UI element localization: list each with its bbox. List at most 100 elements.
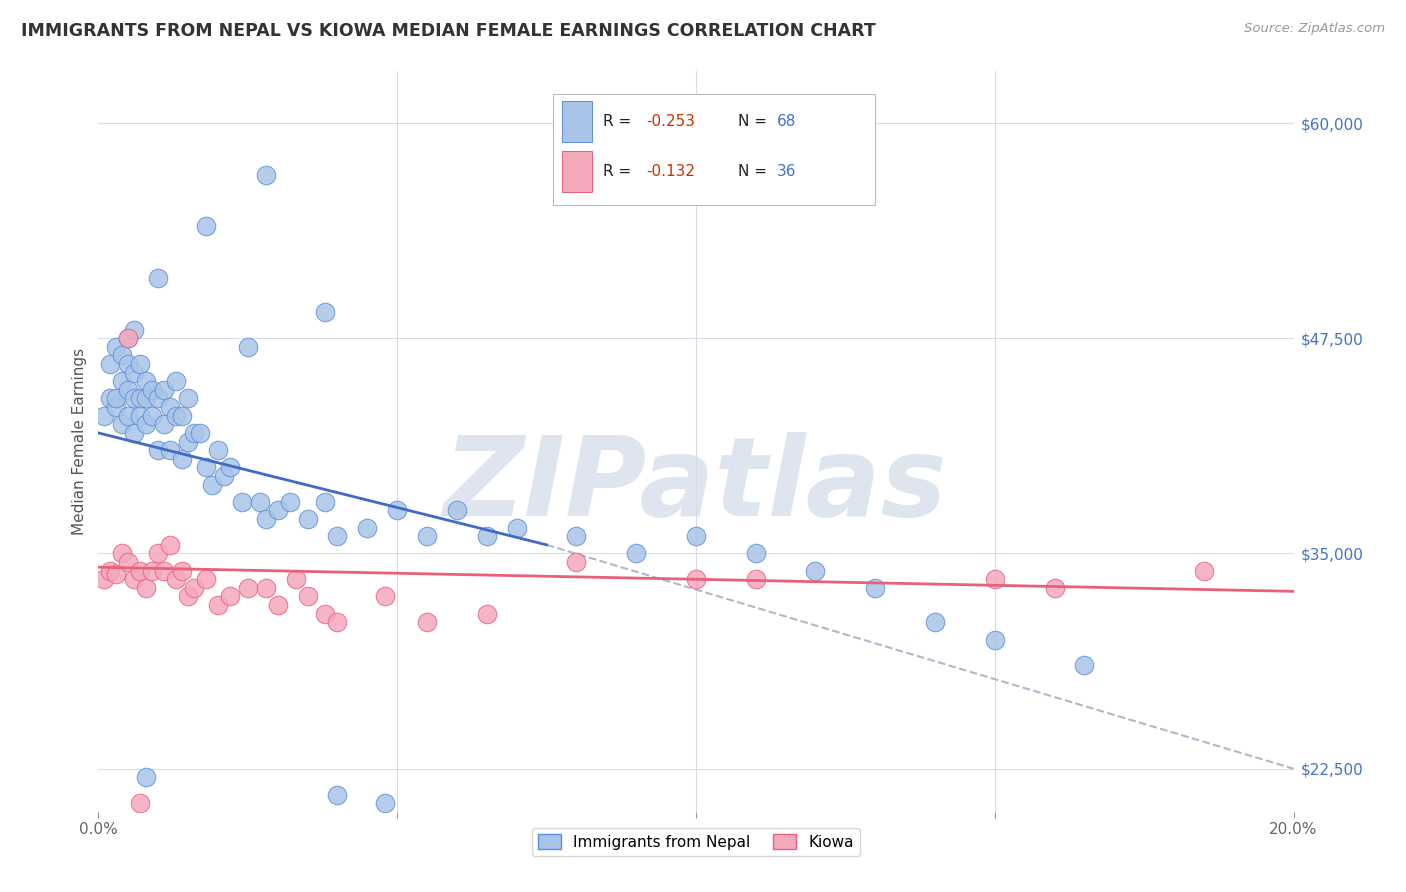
Text: -0.132: -0.132 — [645, 164, 695, 178]
Point — [111, 546, 134, 560]
Bar — [562, 151, 592, 192]
Text: 36: 36 — [778, 164, 797, 178]
Point — [117, 331, 139, 345]
Point — [124, 392, 146, 406]
Point — [267, 598, 290, 612]
Point — [98, 392, 122, 406]
Point — [148, 546, 170, 560]
FancyBboxPatch shape — [553, 94, 876, 204]
Point — [159, 538, 181, 552]
Point — [249, 495, 271, 509]
Y-axis label: Median Female Earnings: Median Female Earnings — [72, 348, 87, 535]
Point — [172, 451, 194, 466]
Point — [207, 443, 229, 458]
Point — [195, 460, 218, 475]
Point — [148, 271, 170, 285]
Point — [195, 572, 218, 586]
Point — [148, 392, 170, 406]
Text: ZIPatlas: ZIPatlas — [444, 433, 948, 540]
Point — [129, 796, 152, 810]
Point — [111, 348, 134, 362]
Point — [135, 770, 157, 784]
Point — [565, 529, 588, 543]
Point — [135, 417, 157, 432]
Point — [111, 374, 134, 388]
Point — [135, 581, 157, 595]
Point — [172, 564, 194, 578]
Point — [177, 434, 200, 449]
Point — [159, 400, 181, 414]
Point — [446, 503, 468, 517]
Point — [685, 529, 707, 543]
Point — [984, 632, 1007, 647]
Point — [105, 400, 128, 414]
Point — [745, 546, 768, 560]
Point — [416, 615, 439, 630]
Point — [165, 374, 187, 388]
Point — [385, 503, 409, 517]
Point — [297, 590, 319, 604]
Point — [165, 572, 187, 586]
Point — [207, 598, 229, 612]
Point — [1073, 658, 1095, 673]
Text: 68: 68 — [778, 114, 797, 129]
Point — [565, 555, 588, 569]
Point — [254, 581, 277, 595]
Text: Source: ZipAtlas.com: Source: ZipAtlas.com — [1244, 22, 1385, 36]
Point — [254, 512, 277, 526]
Bar — [562, 102, 592, 142]
Point — [117, 357, 139, 371]
Point — [141, 564, 163, 578]
Point — [1192, 564, 1215, 578]
Point — [315, 495, 337, 509]
Point — [183, 581, 205, 595]
Point — [374, 590, 396, 604]
Point — [153, 383, 176, 397]
Point — [141, 409, 163, 423]
Point — [231, 495, 253, 509]
Text: R =: R = — [603, 114, 636, 129]
Point — [984, 572, 1007, 586]
Point — [506, 521, 529, 535]
Point — [172, 409, 194, 423]
Point — [117, 331, 139, 345]
Point — [93, 409, 115, 423]
Point — [177, 590, 200, 604]
Point — [326, 615, 349, 630]
Point — [195, 219, 218, 234]
Text: N =: N = — [738, 164, 772, 178]
Point — [212, 469, 235, 483]
Point — [924, 615, 946, 630]
Legend: Immigrants from Nepal, Kiowa: Immigrants from Nepal, Kiowa — [531, 828, 860, 856]
Point — [117, 555, 139, 569]
Point — [129, 357, 152, 371]
Point — [284, 572, 307, 586]
Point — [105, 567, 128, 582]
Point — [141, 383, 163, 397]
Point — [804, 564, 827, 578]
Point — [326, 788, 349, 802]
Point — [117, 383, 139, 397]
Point — [111, 417, 134, 432]
Point — [98, 564, 122, 578]
Point — [326, 529, 349, 543]
Point — [254, 168, 277, 182]
Point — [865, 581, 887, 595]
Point — [297, 512, 319, 526]
Point — [135, 374, 157, 388]
Point — [236, 581, 259, 595]
Point — [129, 392, 152, 406]
Point — [124, 572, 146, 586]
Point — [356, 521, 378, 535]
Point — [105, 392, 128, 406]
Text: -0.253: -0.253 — [645, 114, 695, 129]
Point — [129, 564, 152, 578]
Point — [135, 392, 157, 406]
Point — [153, 564, 176, 578]
Point — [183, 425, 205, 440]
Point — [98, 357, 122, 371]
Point — [685, 572, 707, 586]
Point — [188, 425, 211, 440]
Point — [219, 460, 242, 475]
Text: N =: N = — [738, 114, 772, 129]
